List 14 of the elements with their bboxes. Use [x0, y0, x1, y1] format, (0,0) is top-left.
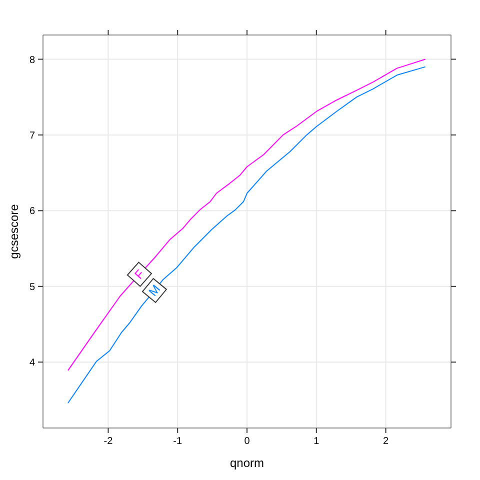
series-label: F — [132, 266, 148, 282]
x-tick-label: -1 — [173, 436, 182, 448]
x-tick-label: -2 — [104, 436, 114, 448]
x-axis-title: qnorm — [230, 456, 264, 470]
y-axis-title: gcsescore — [7, 204, 21, 259]
x-tick-label: 0 — [244, 436, 250, 448]
y-tick-label: 5 — [29, 282, 36, 293]
y-tick-label: 7 — [29, 130, 36, 142]
y-tick-label: 8 — [29, 54, 36, 66]
y-tick-label: 4 — [29, 358, 36, 369]
x-tick-label: 2 — [382, 436, 389, 448]
series-label: M — [146, 282, 164, 299]
x-tick-label: 1 — [314, 436, 320, 448]
y-tick-label: 6 — [29, 206, 36, 218]
